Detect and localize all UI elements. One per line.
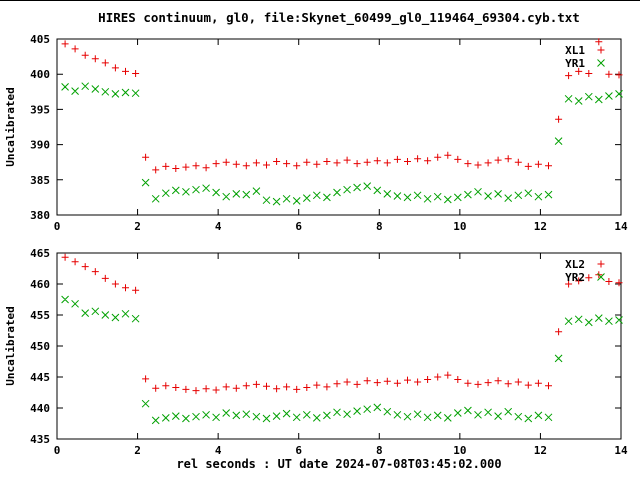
- plot-border: [56, 252, 622, 440]
- legend-label-YR2: YR2: [565, 271, 585, 284]
- x-axis-label: rel seconds : UT date 2024-07-08T03:45:0…: [176, 457, 501, 471]
- y-axis-label-bottom: Uncalibrated: [4, 306, 17, 385]
- x-tick-label: 8: [376, 220, 383, 233]
- x-tick-label: 14: [614, 444, 628, 457]
- y-tick-label: 460: [30, 278, 50, 291]
- x-tick-label: 12: [534, 444, 547, 457]
- legend-marker-YR1: [597, 59, 605, 67]
- x-tick-label: 14: [614, 220, 628, 233]
- y-tick-label: 380: [30, 209, 50, 222]
- y-tick-label: 465: [30, 247, 50, 260]
- series-XL2-points: [61, 253, 623, 395]
- legend-label-YR1: YR1: [565, 57, 585, 70]
- y-tick-label: 385: [30, 174, 50, 187]
- legend-label-XL2: XL2: [565, 258, 585, 271]
- x-tick-label: 12: [534, 220, 547, 233]
- x-tick-label: 0: [54, 444, 61, 457]
- x-tick-label: 8: [376, 444, 383, 457]
- y-axis-label-top: Uncalibrated: [4, 87, 17, 166]
- y-tick-label: 455: [30, 309, 50, 322]
- legend-marker-YR2: [597, 273, 605, 281]
- y-tick-label: 450: [30, 340, 50, 353]
- y-tick-label: 405: [30, 33, 50, 46]
- x-tick-label: 4: [215, 220, 222, 233]
- x-tick-label: 10: [453, 220, 466, 233]
- y-tick-label: 390: [30, 139, 50, 152]
- series-YR1-points: [61, 82, 623, 206]
- y-tick-label: 435: [30, 433, 50, 446]
- y-tick-label: 445: [30, 371, 50, 384]
- x-tick-label: 6: [295, 220, 302, 233]
- plot-border: [56, 38, 622, 216]
- x-tick-label: 0: [54, 220, 61, 233]
- legend-marker-XL1: [597, 46, 605, 54]
- series-XL1-points: [61, 38, 623, 174]
- legend-marker-XL2: [597, 260, 605, 268]
- x-tick-label: 4: [215, 444, 222, 457]
- y-tick-label: 440: [30, 402, 50, 415]
- y-tick-label: 395: [30, 103, 50, 116]
- series-YR2-points: [61, 295, 623, 425]
- x-tick-label: 10: [453, 444, 466, 457]
- legend-label-XL1: XL1: [565, 44, 585, 57]
- x-tick-label: 2: [134, 444, 141, 457]
- x-tick-label: 2: [134, 220, 141, 233]
- x-tick-label: 6: [295, 444, 302, 457]
- chart-title: HIRES continuum, gl0, file:Skynet_60499_…: [98, 10, 580, 26]
- y-tick-label: 400: [30, 68, 50, 81]
